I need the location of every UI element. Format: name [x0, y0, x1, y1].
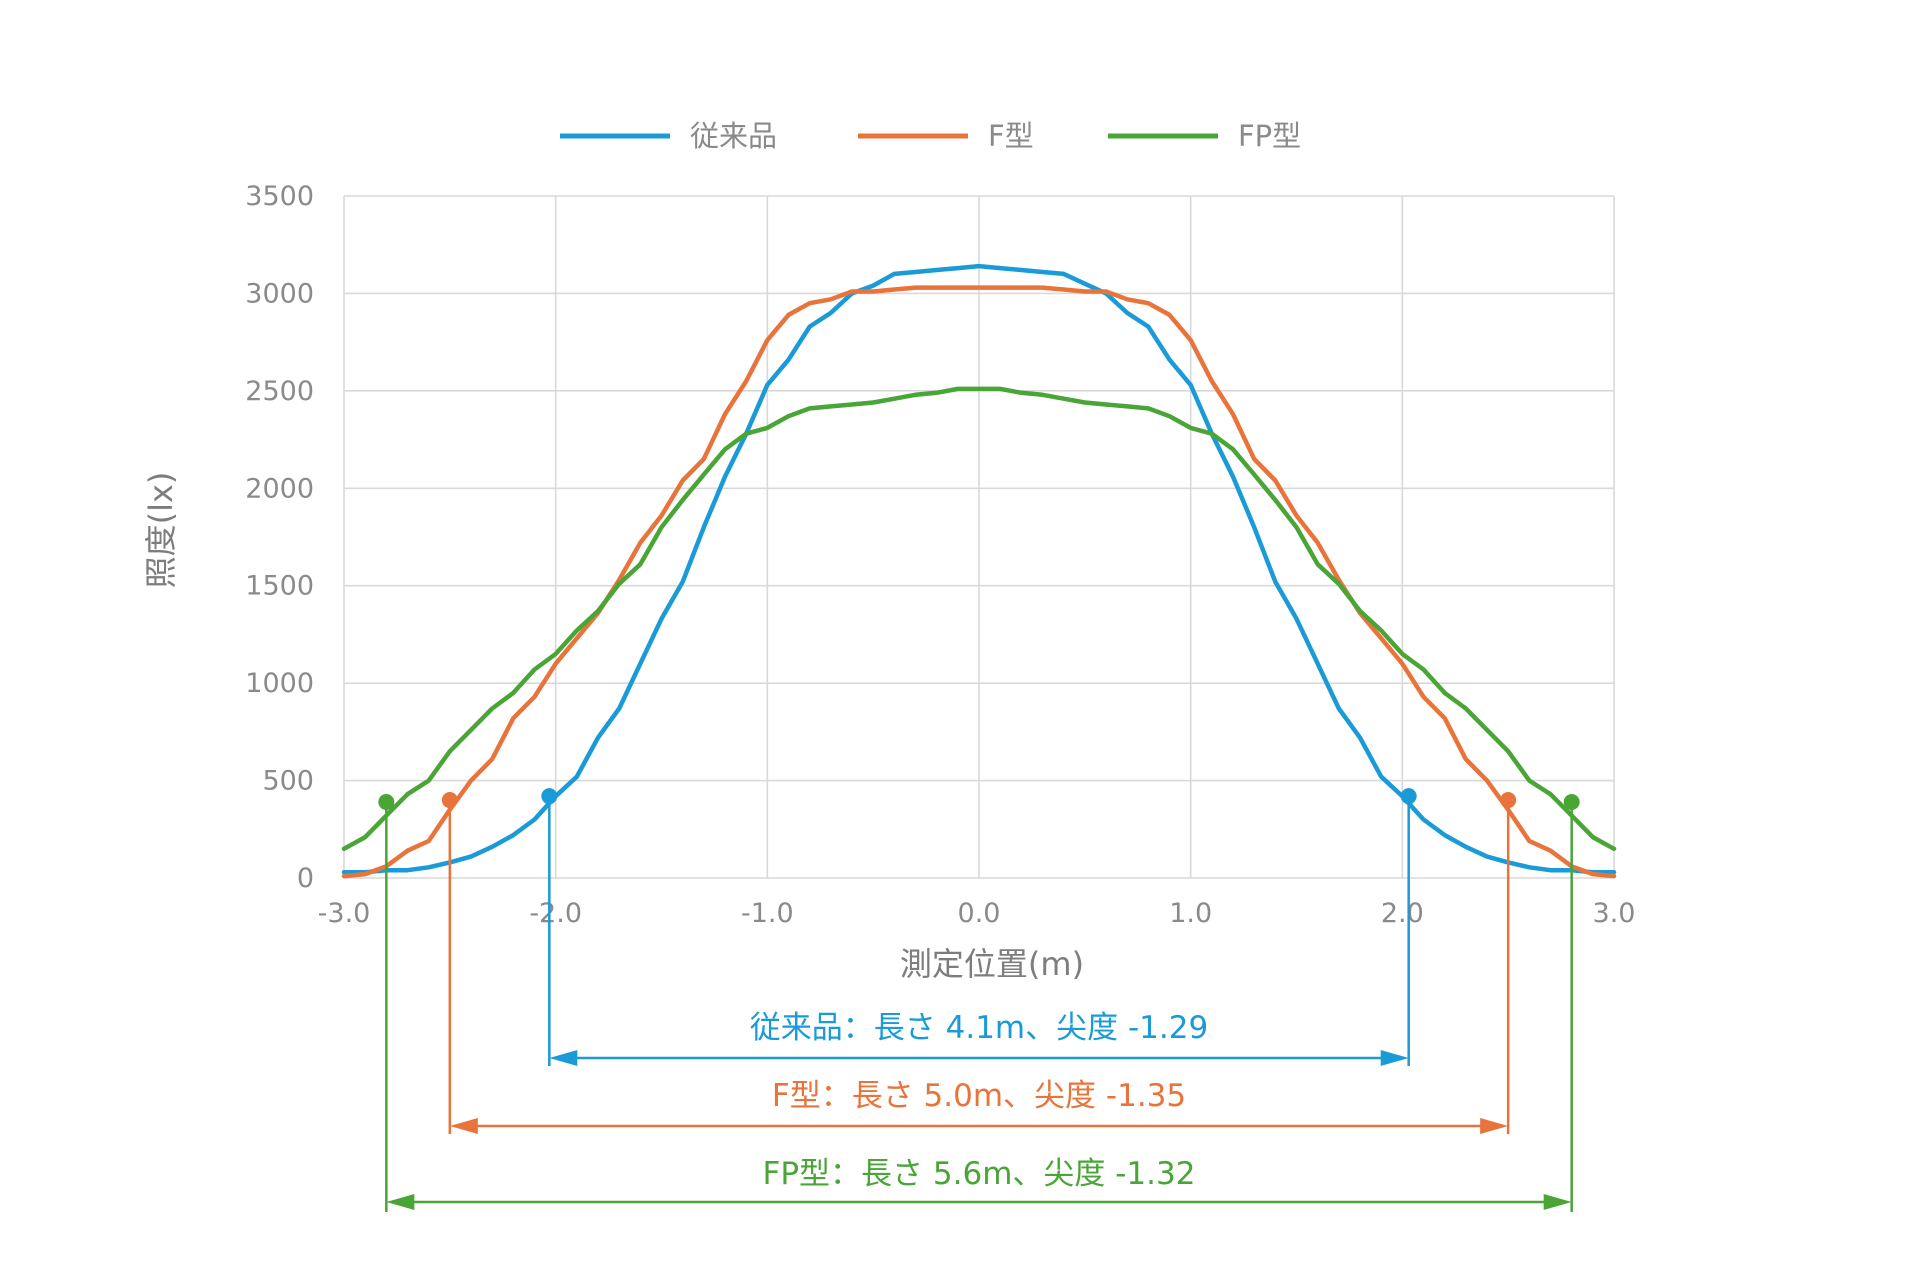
x-tick-label: -2.0 [529, 898, 582, 929]
y-tick-label: 1000 [245, 668, 314, 699]
y-tick-label: 500 [262, 766, 314, 797]
y-tick-label: 2500 [245, 376, 314, 407]
x-tick-label: -1.0 [741, 898, 794, 929]
annotation-label: FP型：長さ 5.6m、尖度 -1.32 [763, 1156, 1196, 1192]
y-tick-label: 3500 [245, 181, 314, 212]
series-line-3 [341, 386, 1617, 852]
x-tick-label: 0.0 [958, 898, 1001, 929]
y-tick-label: 2000 [245, 473, 314, 504]
x-tick-label: 2.0 [1381, 898, 1424, 929]
y-axis-title: 照度(lx) [142, 472, 180, 589]
annotation-label: F型：長さ 5.0m、尖度 -1.35 [772, 1078, 1186, 1114]
x-tick-label: -3.0 [318, 898, 371, 929]
x-tick-label: 1.0 [1169, 898, 1212, 929]
y-tick-label: 3000 [245, 278, 314, 309]
series-line-2 [341, 285, 1617, 879]
annotation-arrowhead-right [1380, 1050, 1409, 1066]
legend-label: FP型 [1238, 119, 1301, 153]
x-tick-label: 3.0 [1593, 898, 1636, 929]
legend-label: 従来品 [690, 119, 777, 153]
annotation-layer: 従来品：長さ 4.1m、尖度 -1.29 F型：長さ 5.0m、尖度 -1.35 F… [385, 796, 1573, 1212]
legend: 従来品 F型 FP型 [560, 119, 1301, 153]
annotation-label: 従来品：長さ 4.1m、尖度 -1.29 [750, 1010, 1208, 1046]
y-tick-label: 0 [297, 863, 314, 894]
annotation-arrowhead-left [386, 1194, 415, 1210]
annotation-arrowhead-right [1480, 1118, 1509, 1134]
annotation-arrowhead-left [549, 1050, 578, 1066]
tick-layer: 0 500 1000 1500 2000 2500 3000 3500 -3.0 -2.0 -1.0… [245, 181, 1635, 929]
x-axis-title: 測定位置(m) [900, 945, 1084, 983]
y-tick-label: 1500 [245, 571, 314, 602]
legend-label: F型 [988, 119, 1034, 153]
annotation-arrowhead-left [449, 1118, 478, 1134]
grid [343, 195, 1615, 879]
annotation-arrowhead-right [1543, 1194, 1572, 1210]
